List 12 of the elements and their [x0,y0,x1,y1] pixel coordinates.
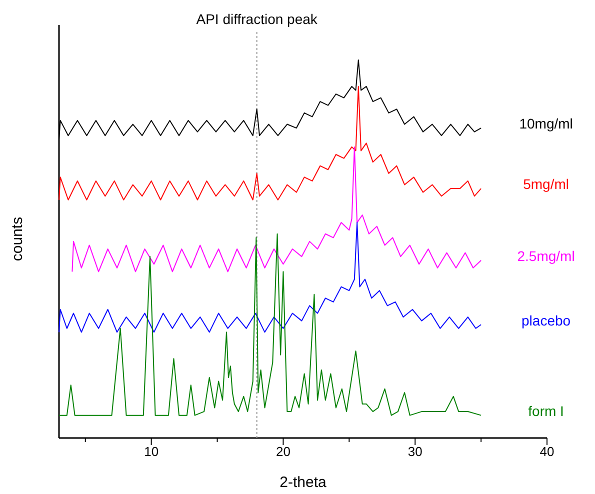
x-axis-title: 2-theta [280,474,328,491]
text: 5mg/ml [523,176,570,192]
y-axis-title: counts [9,216,26,262]
text: 10mg/ml [519,116,573,132]
text: 2.5mg/ml [517,248,575,264]
x-tick-label: 10 [144,444,159,460]
x-tick-label: 40 [540,444,554,460]
x-tick-label: 30 [408,444,422,460]
text: form I [528,403,564,420]
x-tick-label: 20 [276,444,290,460]
text: placebo [522,312,571,328]
ref-line-label: API diffraction peak [196,11,318,27]
